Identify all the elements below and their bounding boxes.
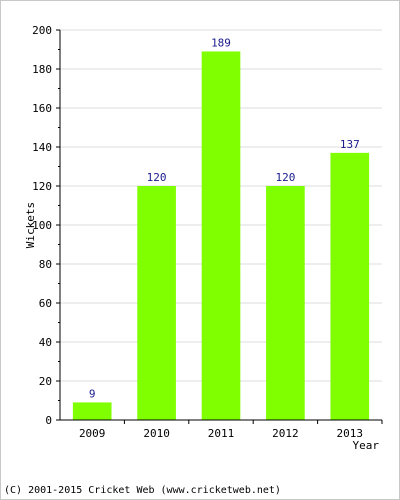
bar [330,152,370,420]
value-labels: 9 120 189 120 137 [89,36,360,400]
copyright-footer: (C) 2001-2015 Cricket Web (www.cricketwe… [4,485,281,496]
y-tick-label: 100 [32,219,52,232]
x-axis-title: Year [353,439,380,452]
bar [266,186,305,420]
y-tick-label: 0 [45,414,52,427]
y-tick-label: 200 [32,24,52,37]
x-tick-label: 2012 [272,427,299,440]
y-tick-label: 160 [32,102,52,115]
y-tick-label: 20 [39,375,52,388]
y-tick-label: 140 [32,141,52,154]
x-tick-label: 2013 [337,427,364,440]
y-tick-label: 80 [39,258,52,271]
y-tick-label: 40 [39,336,52,349]
data-label: 189 [211,36,231,49]
y-tick-label: 60 [39,297,52,310]
y-ticks: 0 20 40 60 80 100 120 140 160 180 200 [32,24,60,427]
bar [72,402,112,420]
data-label: 9 [89,387,96,400]
y-axis-title: Wickets [24,202,37,248]
y-tick-label: 120 [32,180,52,193]
y-tick-label: 180 [32,63,52,76]
bar [201,51,241,420]
data-label: 137 [340,138,360,151]
x-tick-label: 2010 [143,427,170,440]
bar [137,186,176,420]
x-ticks: 2009 2010 2011 2012 2013 [79,420,383,440]
x-tick-label: 2009 [79,427,106,440]
x-tick-label: 2011 [208,427,235,440]
data-label: 120 [147,171,167,184]
bars [72,51,370,420]
data-label: 120 [275,171,295,184]
